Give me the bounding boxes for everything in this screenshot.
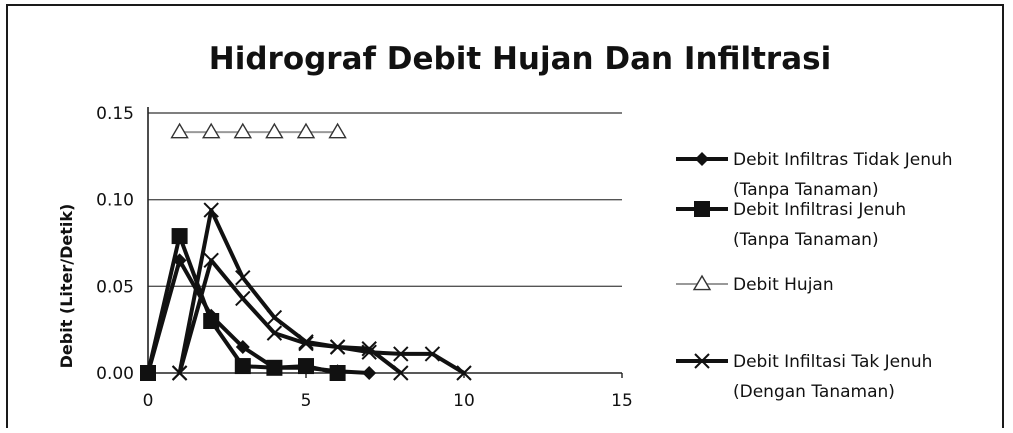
tick-labels: 0.00 0.05 0.10 0.15 0 5 10 15 [96,104,633,411]
chart-title: Hidrograf Debit Hujan Dan Infiltrasi [209,41,831,77]
x-tick-label: 5 [301,391,312,411]
square-marker [140,365,156,381]
triangle-marker [265,122,284,139]
x-marker-stroke [393,346,409,362]
x-marker-stroke [456,365,472,381]
x-marker-stroke [266,325,283,341]
square-marker [266,359,283,376]
x-tick-label: 0 [143,391,154,411]
x-marker [393,346,409,362]
x-marker [329,339,346,355]
x-marker-stroke [329,339,346,355]
x-marker [235,269,251,286]
square-marker [298,358,314,375]
x-marker [266,325,283,341]
x-marker-stroke [266,309,283,326]
legend-label: Debit Infiltrasi Jenuh [733,200,906,220]
legend-label-line2: (Tanpa Tanaman) [733,230,879,250]
square-marker [203,313,220,329]
legend-label-line2: (Dengan Tanaman) [733,382,895,402]
x-marker-stroke [393,365,409,381]
x-marker [203,252,219,269]
chart-frame [6,4,1004,428]
x-marker [694,353,710,369]
x-marker-stroke [235,269,251,286]
square-marker [329,365,346,381]
series-line-4 [177,208,403,375]
axes [147,107,623,378]
x-marker [266,309,283,326]
x-marker [203,202,219,218]
y-tick-label: 0.00 [96,364,134,384]
triangle-marker [692,274,712,291]
square-marker [171,228,188,245]
square-marker [234,358,251,375]
diamond-marker [362,366,377,380]
triangle-marker [233,122,253,139]
square-marker [694,201,710,217]
x-marker [393,365,409,381]
legend-label: Debit Infiltasi Tak Jenuh [733,352,932,372]
x-marker [298,335,314,352]
x-marker-stroke [694,353,710,369]
x-marker-stroke [235,290,251,307]
x-marker-stroke [203,202,219,218]
x-marker [456,365,472,381]
triangle-marker [328,122,347,139]
triangle-marker [201,122,221,139]
y-tick-label: 0.10 [96,191,134,211]
x-marker-stroke [171,365,188,381]
x-marker [171,365,188,381]
x-marker [361,344,377,360]
y-axis-label: Debit (Liter/Detik) [57,204,76,369]
legend-label-line2: (Tanpa Tanaman) [733,180,879,200]
series-group [140,122,472,381]
x-marker [235,290,251,307]
x-marker-stroke [298,335,314,352]
legend-label: Debit Hujan [733,275,834,295]
diamond-marker [235,340,250,354]
x-marker-stroke [361,344,377,360]
x-marker [424,346,441,362]
y-tick-label: 0.15 [96,104,134,124]
x-marker-stroke [424,346,441,362]
x-marker-stroke [203,252,219,269]
diamond-marker [695,152,709,166]
legend: Debit Infiltras Tidak Jenuh (Tanpa Tanama… [676,150,953,402]
triangle-marker [296,122,316,139]
y-tick-label: 0.05 [96,277,134,297]
grid-lines [148,112,622,288]
x-tick-label: 10 [453,391,475,411]
x-tick-label: 15 [611,391,633,411]
series-line-4-b [177,258,466,375]
triangle-marker [170,122,189,139]
legend-label: Debit Infiltras Tidak Jenuh [733,150,953,170]
